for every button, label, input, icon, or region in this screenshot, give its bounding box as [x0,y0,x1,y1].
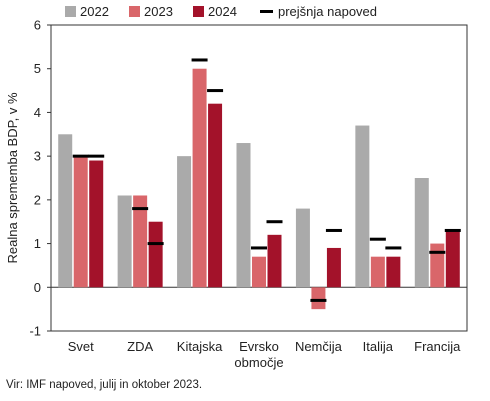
x-tick-label: Nemčija [295,339,343,354]
bar-2022-3 [236,143,251,288]
bar-2022-2 [177,156,192,288]
legend-label-0: 2022 [80,4,109,19]
prev-forecast-marker-5-1 [369,237,386,241]
y-tick-label: -1 [29,324,41,339]
bar-2024-5 [386,256,401,288]
bar-2023-4 [311,287,326,310]
prev-forecast-marker-3-1 [251,246,267,250]
bar-2023-2 [192,68,207,288]
prev-forecast-marker-4-1 [310,298,327,302]
y-tick-label: 1 [34,236,41,251]
prev-forecast-marker-4-2 [325,228,342,232]
prev-forecast-marker-0-1 [72,154,89,158]
bar-2022-1 [117,195,132,288]
y-tick-label: 6 [34,18,41,33]
x-tick-label: Svet [68,339,94,354]
x-tick-label: Italija [363,339,394,354]
legend-label-1: 2023 [144,4,173,19]
y-tick-label: 3 [34,149,41,164]
prev-forecast-marker-2-2 [207,89,224,93]
bar-2022-4 [295,208,310,288]
y-tick-label: 0 [34,280,41,295]
bar-2024-4 [326,247,341,288]
x-tick-label: območje [234,355,283,370]
prev-forecast-marker-3-2 [266,220,283,224]
legend-label-2: 2024 [208,4,237,19]
bar-2024-6 [445,230,460,288]
prev-forecast-marker-0-2 [88,154,105,158]
bar-2023-1 [133,195,148,288]
x-tick-label: Kitajska [177,339,223,354]
bar-2024-3 [267,234,282,288]
y-axis-label: Realna sprememba BDP, v % [5,92,20,263]
bar-2022-5 [355,125,370,288]
prev-forecast-marker-5-2 [385,246,402,250]
bar-2022-6 [414,178,429,288]
bar-2024-2 [208,103,223,288]
y-tick-label: 4 [34,105,41,120]
bar-2023-5 [370,256,385,288]
legend-swatch-1 [129,6,140,17]
bar-2024-0 [89,160,104,288]
bar-2023-3 [252,256,266,288]
x-tick-label: Evrsko [239,339,279,354]
legend-swatch-0 [65,6,76,17]
prev-forecast-marker-6-2 [444,228,461,232]
prev-forecast-marker-6-1 [429,250,446,254]
x-tick-label: ZDA [127,339,153,354]
legend-label-3: prejšnja napoved [278,4,377,19]
legend-swatch-2 [193,6,204,17]
prev-forecast-marker-1-2 [147,242,164,246]
plot-frame [50,24,468,332]
bar-2023-0 [73,156,88,288]
y-tick-label: 2 [34,192,41,207]
x-tick-label: Francija [414,339,461,354]
source-note: Vir: IMF napoved, julij in oktober 2023. [6,379,203,391]
prev-forecast-marker-1-1 [132,207,149,211]
y-tick-label: 5 [34,61,41,76]
bar-2024-1 [148,221,163,288]
bar-2022-0 [58,134,73,288]
prev-forecast-marker-2-1 [191,58,208,62]
legend-swatch-3 [260,10,273,13]
bar-2023-6 [430,243,445,288]
